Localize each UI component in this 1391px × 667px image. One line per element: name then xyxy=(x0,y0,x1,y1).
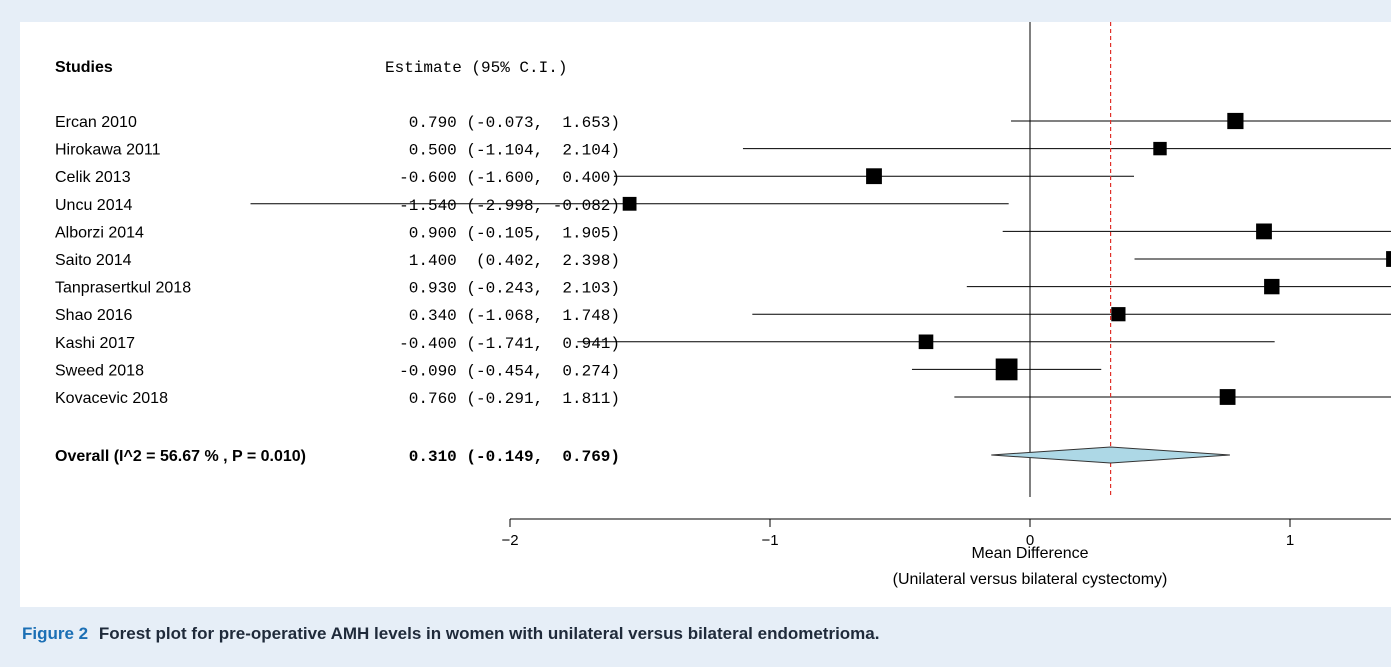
overall-diamond xyxy=(991,446,1230,464)
study-estimate: -0.400 (-1.741, 0.941) xyxy=(399,335,620,353)
study-estimate: 0.760 (-0.291, 1.811) xyxy=(409,390,620,408)
study-point-estimate xyxy=(622,196,637,211)
study-point-estimate xyxy=(1219,389,1236,405)
study-estimate: 0.790 (-0.073, 1.653) xyxy=(409,114,620,132)
study-label: Hirokawa 2011 xyxy=(55,142,161,159)
study-estimate: 0.930 (-0.243, 2.103) xyxy=(409,280,620,298)
header-estimate: Estimate (95% C.I.) xyxy=(385,59,567,77)
figure-caption-text: Forest plot for pre-operative AMH levels… xyxy=(98,624,880,643)
study-label: Shao 2016 xyxy=(55,307,133,324)
x-tick-label: −1 xyxy=(761,532,778,549)
study-point-estimate xyxy=(1153,141,1167,156)
study-label: Kovacevic 2018 xyxy=(55,390,168,407)
plot-area: −2−1012Mean Difference(Unilateral versus… xyxy=(250,22,1391,588)
x-axis-title: Mean Difference xyxy=(971,545,1088,562)
overall-estimate: 0.310 (-0.149, 0.769) xyxy=(409,448,620,466)
study-label: Ercan 2010 xyxy=(55,114,137,131)
study-point-estimate xyxy=(1227,112,1244,130)
study-point-estimate xyxy=(1256,223,1272,240)
header-studies: Studies xyxy=(55,59,113,76)
study-estimate: 0.340 (-1.068, 1.748) xyxy=(409,307,620,325)
study-point-estimate xyxy=(1111,307,1126,322)
study-label: Celik 2013 xyxy=(55,169,131,186)
figure-caption: Figure 2 Forest plot for pre-operative A… xyxy=(22,624,879,644)
overall-label: Overall (I^2 = 56.67 % , P = 0.010) xyxy=(55,448,306,465)
study-point-estimate xyxy=(918,334,934,350)
study-point-estimate xyxy=(995,358,1018,381)
study-estimate: -1.540 (-2.998, -0.082) xyxy=(399,197,620,215)
study-point-estimate xyxy=(866,168,882,185)
figure-label: Figure 2 xyxy=(22,624,89,643)
study-label: Kashi 2017 xyxy=(55,335,135,352)
x-axis-subtitle: (Unilateral versus bilateral cystectomy) xyxy=(893,571,1168,588)
plot-panel: Studies Estimate (95% C.I.) Ercan 2010 0.… xyxy=(20,22,1391,607)
forest-plot: Studies Estimate (95% C.I.) Ercan 2010 0.… xyxy=(55,22,1391,588)
x-tick-label: −2 xyxy=(501,532,518,549)
study-label: Tanprasertkul 2018 xyxy=(55,280,191,297)
study-estimate: 1.400 (0.402, 2.398) xyxy=(409,252,620,270)
study-point-estimate xyxy=(1386,251,1391,267)
study-label: Uncu 2014 xyxy=(55,197,132,214)
study-point-estimate xyxy=(1264,278,1280,295)
study-label: Alborzi 2014 xyxy=(55,224,144,241)
x-tick-label: 0 xyxy=(1026,532,1034,549)
x-tick-label: 1 xyxy=(1286,532,1294,549)
study-rows: Ercan 2010 0.790 (-0.073, 1.653) Hirokawa … xyxy=(55,114,620,466)
study-estimate: 0.900 (-0.105, 1.905) xyxy=(409,224,620,242)
study-estimate: -0.600 (-1.600, 0.400) xyxy=(399,169,620,187)
study-label: Saito 2014 xyxy=(55,252,132,269)
study-estimate: 0.500 (-1.104, 2.104) xyxy=(409,142,620,160)
study-estimate: -0.090 (-0.454, 0.274) xyxy=(399,362,620,380)
study-label: Sweed 2018 xyxy=(55,362,144,379)
